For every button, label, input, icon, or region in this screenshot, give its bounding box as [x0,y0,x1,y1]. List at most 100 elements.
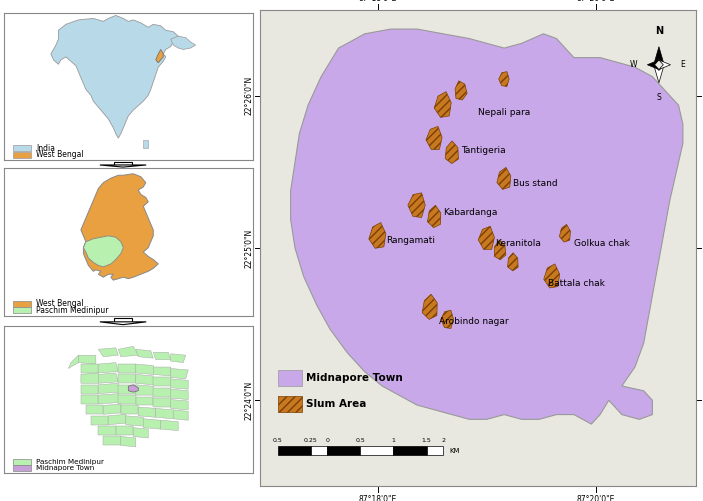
Text: Kabardanga: Kabardanga [443,208,498,217]
Text: Paschim Medinipur: Paschim Medinipur [36,459,104,465]
Polygon shape [136,385,153,395]
Text: 87°18'0"E: 87°18'0"E [359,0,397,3]
Polygon shape [369,222,386,248]
Bar [13,145,31,151]
Text: 87°18'0"E: 87°18'0"E [359,494,397,501]
Polygon shape [153,367,171,376]
Text: Nepali para: Nepali para [478,108,530,117]
Polygon shape [136,364,153,374]
Bar [327,446,361,455]
Polygon shape [156,50,163,63]
Polygon shape [441,310,453,329]
Polygon shape [98,363,118,373]
Polygon shape [81,174,158,280]
Bar [394,446,427,455]
Polygon shape [434,92,451,117]
Polygon shape [153,352,171,360]
Polygon shape [659,60,671,70]
Polygon shape [560,224,570,242]
Bar [13,459,31,464]
Text: 0.5: 0.5 [356,438,366,443]
Polygon shape [143,419,161,429]
Polygon shape [138,407,156,417]
Polygon shape [98,383,118,394]
Polygon shape [136,397,153,405]
Polygon shape [118,395,136,404]
Text: Battala chak: Battala chak [548,279,605,288]
Polygon shape [103,436,121,445]
Polygon shape [647,60,659,70]
Polygon shape [86,405,103,414]
Polygon shape [121,436,136,447]
Polygon shape [98,373,118,383]
Text: Keranitola: Keranitola [496,239,541,247]
Polygon shape [171,389,188,400]
Text: 0.5: 0.5 [273,438,283,443]
Polygon shape [128,385,138,392]
Polygon shape [171,400,188,410]
Text: Bus stand: Bus stand [513,179,557,188]
Bar [114,318,132,322]
Text: 22°24'0"N: 22°24'0"N [245,381,254,420]
Polygon shape [654,65,664,83]
Text: S: S [657,93,662,102]
Polygon shape [494,240,506,260]
Polygon shape [98,394,118,404]
Polygon shape [153,377,171,386]
Polygon shape [100,165,146,167]
Polygon shape [171,36,195,50]
Polygon shape [116,426,134,435]
Bar [427,446,443,455]
Text: West Bengal: West Bengal [36,299,84,308]
Polygon shape [118,346,138,357]
Text: 0: 0 [325,438,329,443]
Text: W: W [630,60,638,69]
Polygon shape [445,141,458,163]
Text: 87°20'0"E: 87°20'0"E [576,0,615,3]
Text: N: N [655,26,663,36]
Polygon shape [91,416,108,425]
Polygon shape [153,388,171,397]
Polygon shape [126,416,143,426]
Text: 0.25: 0.25 [304,438,318,443]
Polygon shape [81,385,98,394]
Polygon shape [103,404,121,414]
Text: 1: 1 [392,438,395,443]
Polygon shape [136,349,153,358]
Polygon shape [136,374,153,385]
Polygon shape [171,354,186,363]
Polygon shape [498,72,509,87]
Text: 2: 2 [441,438,445,443]
Polygon shape [134,428,148,438]
Polygon shape [51,16,178,138]
Text: Arobindo nagar: Arobindo nagar [439,317,508,326]
Text: 1.5: 1.5 [422,438,432,443]
Text: Golkua chak: Golkua chak [574,239,630,247]
Polygon shape [153,398,171,407]
Polygon shape [171,369,188,379]
Polygon shape [84,236,123,267]
Bar [278,370,302,386]
Polygon shape [100,322,146,325]
Polygon shape [81,364,98,373]
Polygon shape [121,405,138,414]
Polygon shape [508,253,518,271]
Polygon shape [543,264,560,288]
Polygon shape [290,29,683,424]
Polygon shape [79,355,96,364]
Bar [311,446,327,455]
Bar [13,307,31,314]
Text: E: E [680,60,685,69]
Polygon shape [497,167,511,189]
Polygon shape [118,374,136,383]
Text: KM: KM [450,448,460,454]
Polygon shape [98,348,118,357]
Polygon shape [81,373,98,383]
Text: 87°20'0"E: 87°20'0"E [576,494,615,501]
Polygon shape [108,414,126,425]
Text: Rangamati: Rangamati [387,236,436,245]
Polygon shape [408,193,425,217]
Polygon shape [426,126,442,149]
Polygon shape [478,226,494,249]
Polygon shape [423,294,437,320]
